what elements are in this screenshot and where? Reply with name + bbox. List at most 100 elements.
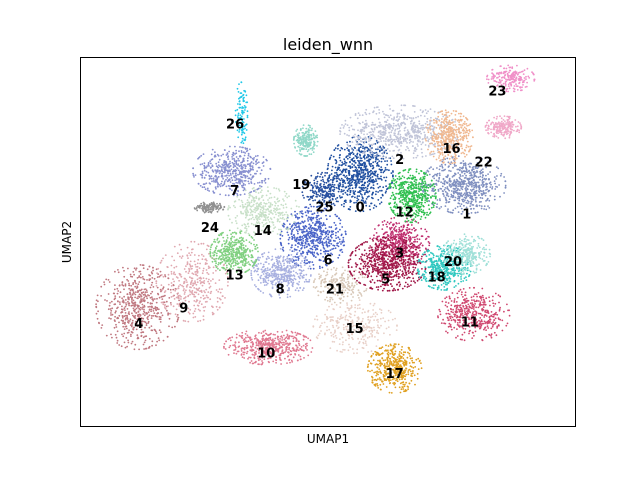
data-point: [118, 301, 121, 303]
data-point: [426, 169, 429, 172]
data-point: [419, 109, 422, 111]
data-point: [250, 277, 253, 279]
data-point: [103, 281, 105, 283]
data-point: [116, 292, 119, 295]
data-point: [463, 183, 466, 185]
data-point: [360, 132, 363, 134]
data-point: [417, 256, 419, 258]
data-point: [114, 320, 116, 322]
data-point: [391, 155, 394, 158]
data-point: [374, 228, 376, 230]
data-point: [465, 186, 467, 189]
data-point: [372, 157, 375, 159]
data-point: [394, 242, 397, 244]
data-point: [222, 177, 225, 180]
data-point: [158, 296, 161, 299]
data-point: [284, 280, 287, 283]
data-point: [398, 233, 401, 236]
data-point: [406, 224, 409, 227]
data-point: [363, 193, 366, 196]
data-point: [496, 175, 498, 177]
data-point: [349, 199, 352, 202]
data-point: [156, 308, 159, 311]
data-point: [349, 193, 351, 196]
data-point: [226, 165, 229, 168]
data-point: [242, 171, 245, 174]
data-point: [310, 228, 313, 230]
data-point: [307, 210, 309, 213]
data-point: [467, 182, 470, 185]
data-point: [143, 314, 146, 317]
data-point: [358, 170, 361, 173]
data-point: [147, 318, 149, 321]
data-point: [149, 302, 152, 305]
data-point: [461, 171, 463, 174]
data-point: [357, 164, 359, 167]
data-point: [392, 262, 395, 265]
data-point: [504, 180, 507, 183]
data-point: [352, 190, 355, 192]
data-point: [383, 266, 386, 268]
data-point: [414, 137, 416, 140]
data-point: [228, 166, 231, 168]
data-point: [375, 126, 378, 129]
data-point: [359, 137, 362, 140]
data-point: [374, 255, 377, 257]
data-point: [322, 246, 325, 249]
data-point: [383, 128, 386, 131]
data-point: [211, 170, 214, 172]
data-point: [397, 132, 400, 135]
data-point: [369, 180, 371, 182]
data-point: [338, 254, 341, 257]
data-point: [231, 153, 234, 156]
data-point: [349, 167, 352, 170]
data-point: [372, 143, 375, 146]
data-point: [392, 157, 395, 160]
data-point: [156, 276, 159, 278]
data-point: [336, 173, 338, 176]
data-point: [456, 180, 458, 183]
data-point: [115, 310, 117, 313]
data-point: [295, 259, 297, 262]
data-point: [459, 175, 462, 178]
data-point: [425, 155, 427, 157]
data-point: [420, 114, 422, 117]
data-point: [145, 295, 148, 298]
data-point: [472, 179, 475, 182]
data-point: [422, 190, 425, 193]
data-point: [376, 279, 379, 282]
data-point: [284, 258, 287, 261]
data-point: [370, 169, 372, 172]
data-point: [133, 302, 136, 304]
data-point: [306, 229, 308, 232]
data-point: [364, 173, 366, 176]
data-point: [124, 346, 127, 349]
data-point: [201, 172, 204, 175]
data-point: [430, 134, 433, 137]
data-point: [479, 157, 481, 160]
data-point: [289, 223, 291, 226]
data-point: [401, 287, 404, 290]
data-point: [324, 236, 326, 239]
data-point: [411, 273, 414, 276]
data-point: [127, 339, 129, 342]
data-point: [384, 133, 386, 136]
data-point: [398, 281, 401, 283]
data-point: [480, 192, 483, 195]
data-point: [472, 207, 475, 210]
data-point: [425, 112, 428, 115]
data-point: [344, 230, 347, 233]
data-point: [410, 252, 413, 255]
data-point: [322, 238, 325, 240]
data-point: [382, 267, 385, 270]
data-point: [442, 115, 445, 118]
data-point: [247, 153, 250, 155]
data-point: [454, 121, 456, 123]
data-point: [475, 205, 478, 207]
data-point: [127, 296, 129, 299]
data-point: [493, 176, 496, 179]
data-point: [398, 148, 401, 151]
data-point: [478, 204, 481, 207]
data-point: [358, 114, 361, 117]
data-point: [463, 170, 465, 172]
